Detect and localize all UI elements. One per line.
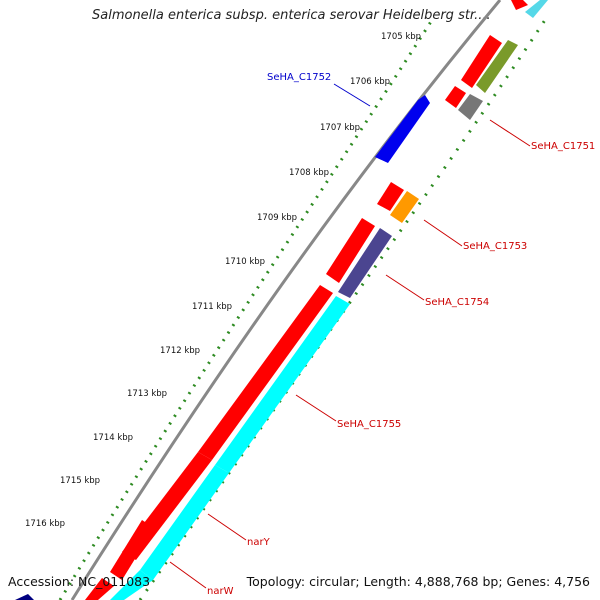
label-SeHA_C1752[interactable]: SeHA_C1752: [267, 72, 371, 107]
tick-1706: 1706 kbp: [350, 77, 390, 87]
label-SeHA_C1755[interactable]: SeHA_C1755: [295, 394, 401, 430]
gene-SeHA_C1753[interactable]: [390, 191, 419, 223]
tick-1715: 1715 kbp: [60, 476, 100, 486]
tick-1716: 1716 kbp: [25, 519, 65, 529]
tick-1707: 1707 kbp: [320, 123, 360, 133]
label-narW[interactable]: narW: [169, 561, 234, 597]
ruler-dotted-line: [58, 19, 434, 600]
map-title: Salmonella enterica subsp. enterica sero…: [92, 8, 491, 23]
ruler-tick-labels: 1705 kbp 1706 kbp 1707 kbp 1708 kbp 1709…: [25, 32, 421, 529]
gene-narW[interactable]: [85, 578, 114, 600]
gene-narY[interactable]: [110, 520, 154, 580]
gene-top-red[interactable]: [511, 0, 528, 10]
label-SeHA_C1751[interactable]: SeHA_C1751: [489, 119, 595, 152]
gene-cyan-long[interactable]: [110, 296, 350, 600]
feature-dotted-line: [138, 19, 547, 600]
svg-text:SeHA_C1754: SeHA_C1754: [425, 297, 489, 308]
label-narY[interactable]: narY: [207, 513, 271, 548]
gene-bottom-blue[interactable]: [15, 594, 34, 600]
gene-SeHA_C1752[interactable]: [375, 95, 430, 163]
gene-olive[interactable]: [476, 40, 518, 93]
label-SeHA_C1753[interactable]: SeHA_C1753: [423, 219, 527, 252]
svg-text:SeHA_C1751: SeHA_C1751: [531, 141, 595, 152]
svg-text:SeHA_C1752: SeHA_C1752: [267, 72, 331, 83]
gene-top-cyan[interactable]: [525, 0, 548, 18]
genome-summary: Topology: circular; Length: 4,888,768 bp…: [246, 574, 590, 589]
tick-1714: 1714 kbp: [93, 433, 133, 443]
gene-SeHA_C1751[interactable]: [445, 35, 502, 108]
label-SeHA_C1754[interactable]: SeHA_C1754: [385, 274, 489, 308]
gene-SeHA_C1755[interactable]: [122, 285, 333, 560]
accession-label: Accession: NC_011083: [8, 574, 151, 589]
gene-SeHA_C1754[interactable]: [338, 228, 392, 298]
svg-text:narW: narW: [207, 586, 234, 597]
gene-gray[interactable]: [458, 94, 483, 120]
svg-text:SeHA_C1753: SeHA_C1753: [463, 241, 527, 252]
gene-SeHA_C1755-upper[interactable]: [326, 218, 375, 283]
tick-1709: 1709 kbp: [257, 213, 297, 223]
genome-backbone: [70, 0, 502, 600]
svg-text:narY: narY: [247, 537, 271, 548]
svg-text:SeHA_C1755: SeHA_C1755: [337, 419, 401, 430]
tick-1705: 1705 kbp: [381, 32, 421, 42]
gene-SeHA_C1753-red[interactable]: [377, 182, 404, 211]
tick-1708: 1708 kbp: [289, 168, 329, 178]
tick-1712: 1712 kbp: [160, 346, 200, 356]
tick-1713: 1713 kbp: [127, 389, 167, 399]
tick-1711: 1711 kbp: [192, 302, 232, 312]
tick-1710: 1710 kbp: [225, 257, 265, 267]
